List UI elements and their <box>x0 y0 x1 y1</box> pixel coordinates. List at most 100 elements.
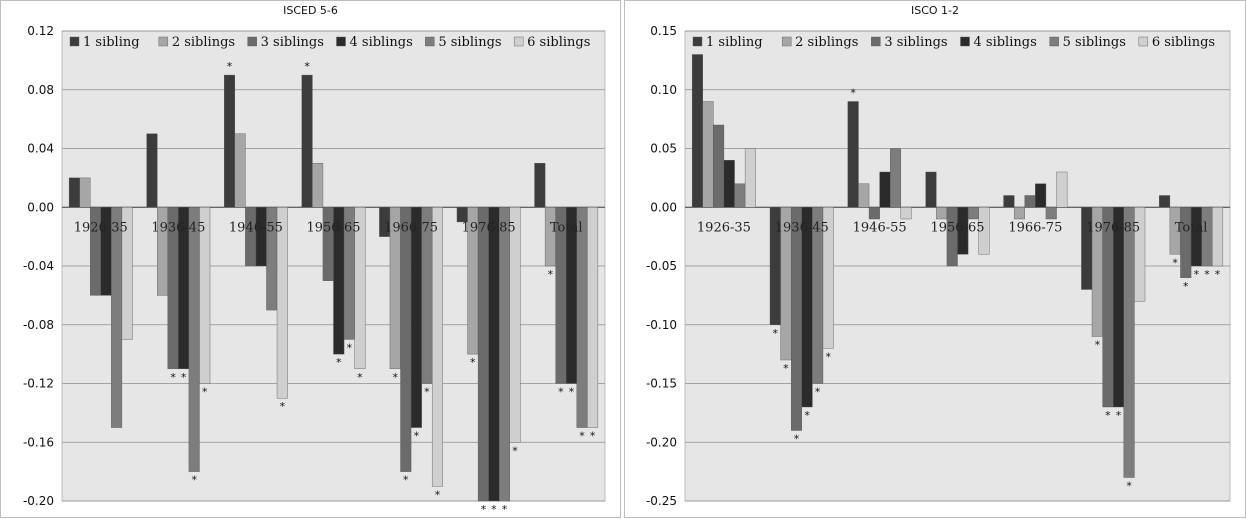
y-tick-label: 0.04 <box>27 142 54 156</box>
significance-marker: * <box>1172 256 1178 269</box>
legend-label: 2 siblings <box>795 35 858 50</box>
y-tick-label: -0.10 <box>646 318 677 332</box>
bar <box>322 207 334 281</box>
significance-marker: * <box>1116 409 1122 422</box>
legend-swatch <box>247 36 257 47</box>
x-tick-label: 1966-75 <box>1008 220 1062 235</box>
x-tick-label: 1926-35 <box>74 220 128 235</box>
significance-marker: * <box>470 356 476 369</box>
bar <box>224 74 236 208</box>
significance-marker: * <box>773 327 779 340</box>
bar <box>1190 207 1202 267</box>
legend-label: 4 siblings <box>350 35 413 50</box>
bar <box>1056 171 1068 208</box>
bar <box>858 183 870 208</box>
significance-marker: * <box>558 386 564 399</box>
bar <box>801 207 813 408</box>
significance-marker: * <box>392 371 398 384</box>
legend-label: 4 siblings <box>974 35 1037 50</box>
bar <box>1003 195 1015 208</box>
significance-marker: * <box>502 503 508 516</box>
bar <box>255 207 267 267</box>
y-tick-label: 0.00 <box>27 200 54 214</box>
x-tick-label: 1966-75 <box>384 220 438 235</box>
legend-label: 2 siblings <box>172 35 235 50</box>
significance-marker: * <box>579 430 585 443</box>
y-tick-label: -0.12 <box>23 377 54 391</box>
bar <box>400 207 412 472</box>
bar <box>936 207 948 220</box>
legend-swatch <box>513 36 524 47</box>
y-tick-label: -0.05 <box>646 259 677 273</box>
x-tick-label: 1976-85 <box>1086 220 1140 235</box>
bar <box>68 177 80 208</box>
legend-label: 1 sibling <box>706 35 763 50</box>
bar <box>1035 183 1047 208</box>
bar <box>702 101 714 208</box>
legend-label: 1 sibling <box>83 35 140 50</box>
bar <box>431 207 443 487</box>
significance-marker: * <box>569 386 575 399</box>
x-tick-label: 1926-35 <box>697 220 751 235</box>
bar <box>713 124 725 208</box>
bar <box>488 207 500 502</box>
y-tick-label: -0.25 <box>646 494 677 508</box>
bar <box>199 207 211 384</box>
chart-title: ISCED 5-6 <box>283 4 338 17</box>
bar <box>276 207 288 399</box>
y-tick-label: -0.20 <box>646 435 677 449</box>
bar <box>822 207 834 349</box>
y-tick-label: -0.04 <box>23 259 54 273</box>
significance-marker: * <box>191 474 197 487</box>
bar <box>587 207 599 428</box>
x-tick-label: 1956-65 <box>930 220 984 235</box>
significance-marker: * <box>850 87 856 100</box>
bar <box>1212 207 1224 267</box>
y-tick-label: -0.15 <box>646 377 677 391</box>
significance-marker: * <box>227 60 233 73</box>
y-tick-label: 0.12 <box>27 24 54 38</box>
x-tick-label: 1936-45 <box>151 220 205 235</box>
y-tick-label: 0.10 <box>650 83 677 97</box>
x-tick-label: Total <box>1175 220 1208 235</box>
significance-marker: * <box>491 503 497 516</box>
significance-marker: * <box>170 371 176 384</box>
bar <box>544 207 556 267</box>
y-tick-label: -0.16 <box>23 435 54 449</box>
significance-marker: * <box>794 433 800 446</box>
legend-swatch <box>781 36 792 47</box>
bar <box>188 207 200 472</box>
chart-panel-isco: ISCO 1-2 0.15 0.10 0.05 0.00 -0.05 -0.10 -0.15… <box>624 0 1246 518</box>
legend-swatch <box>425 36 435 47</box>
bar <box>477 207 489 502</box>
significance-marker: * <box>481 503 487 516</box>
x-tick-label: 1936-45 <box>775 220 829 235</box>
bar <box>1159 195 1171 208</box>
significance-marker: * <box>202 386 208 399</box>
legend-label: 6 siblings <box>527 35 590 50</box>
y-tick-label: 0.05 <box>650 142 677 156</box>
bar <box>691 54 703 208</box>
legend-swatch <box>871 36 881 47</box>
significance-marker: * <box>590 430 596 443</box>
bar <box>534 162 546 208</box>
y-tick-label: 0.00 <box>650 200 677 214</box>
x-tick-label: Total <box>550 220 583 235</box>
bar <box>1113 207 1125 408</box>
bar <box>847 101 859 208</box>
significance-marker: * <box>347 341 353 354</box>
legend-swatch <box>1049 36 1059 47</box>
significance-marker: * <box>1183 280 1189 293</box>
bar <box>354 207 366 370</box>
bar <box>234 133 246 208</box>
significance-marker: * <box>1194 268 1200 281</box>
y-tick-label: -0.08 <box>23 318 54 332</box>
bar <box>410 207 422 428</box>
bar <box>312 162 324 208</box>
legend-label: 3 siblings <box>884 35 947 50</box>
significance-marker: * <box>336 356 342 369</box>
bar <box>1045 207 1057 220</box>
significance-marker: * <box>783 362 789 375</box>
significance-marker: * <box>280 400 286 413</box>
significance-marker: * <box>548 268 554 281</box>
